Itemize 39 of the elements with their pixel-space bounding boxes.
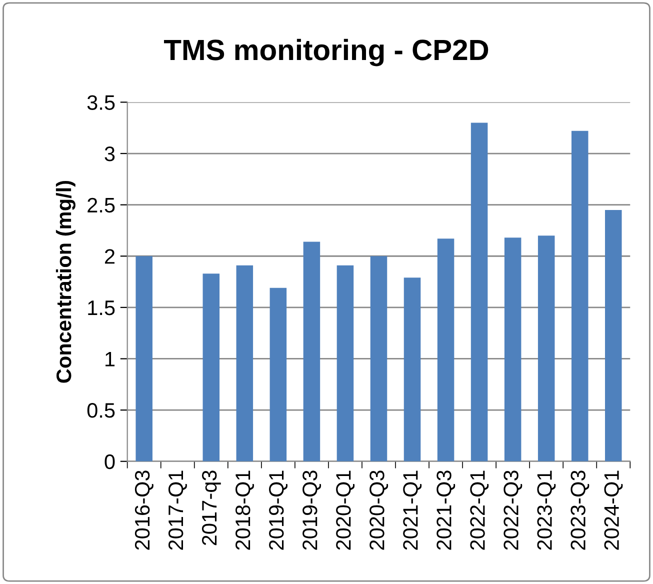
y-tick-label: 3.5 [87, 95, 115, 110]
bar [538, 236, 555, 462]
x-tick-label: 2017-q3 [202, 470, 221, 546]
x-tick-label: 2023-Q3 [570, 470, 590, 550]
x-tick-label: 2024-Q1 [604, 470, 623, 550]
x-tick-label: 2019-Q3 [302, 470, 322, 550]
x-tick-label: 2021-Q1 [403, 470, 422, 550]
bar [270, 288, 287, 462]
x-tick-label: 2019-Q1 [269, 470, 288, 550]
y-tick-label: 2 [104, 249, 114, 264]
bar [470, 122, 488, 462]
x-tick-label: 2021-Q3 [436, 470, 456, 550]
bar [404, 278, 421, 462]
bar [605, 210, 622, 462]
bar [370, 256, 388, 462]
x-tick-label: 2022-Q3 [504, 470, 522, 550]
x-tick-label: 2023-Q1 [537, 470, 556, 550]
y-tick-label: 1 [106, 352, 115, 366]
x-tick-label: 2020-Q1 [336, 470, 355, 550]
bar [202, 274, 220, 462]
y-tick-label: 2.5 [88, 198, 115, 213]
y-tick-label: 1.5 [88, 300, 115, 316]
x-tick-label: 2020-Q3 [370, 470, 388, 550]
y-tick-label: 3 [104, 146, 115, 162]
bar [571, 130, 588, 462]
x-tick-label: 2018-Q1 [235, 470, 254, 550]
bar [136, 256, 152, 462]
y-tick-label: 0.5 [87, 403, 115, 418]
chart-title: TMS monitoring - CP2D [164, 38, 488, 66]
bar [504, 238, 522, 462]
bar [303, 242, 320, 462]
y-axis-title: Concentration (mg/l) [56, 180, 76, 383]
bar [437, 238, 454, 462]
x-tick-label: 2016-Q3 [134, 470, 154, 550]
y-tick-label: 0 [104, 454, 115, 470]
x-tick-label: 2022-Q1 [470, 470, 489, 550]
x-tick-label: 2017-Q1 [168, 470, 187, 550]
bar [336, 265, 354, 462]
bar [236, 265, 254, 462]
